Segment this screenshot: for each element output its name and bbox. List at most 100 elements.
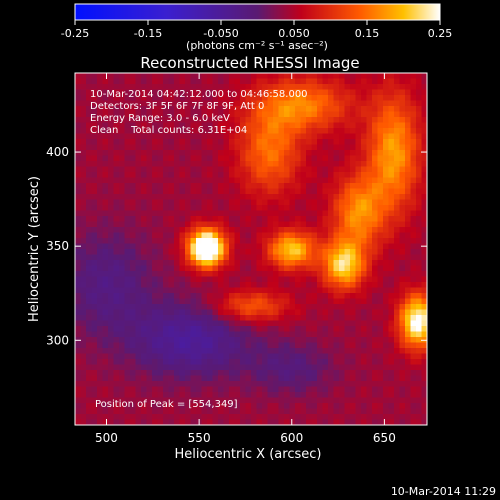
heatmap-cell — [141, 133, 147, 140]
heatmap-cell — [245, 260, 252, 266]
heatmap-cell — [328, 177, 334, 184]
heatmap-cell — [344, 177, 351, 184]
heatmap-cell — [185, 144, 191, 151]
heatmap-cell — [333, 331, 340, 338]
heatmap-cell — [196, 386, 202, 393]
heatmap-cell — [168, 210, 175, 217]
heatmap-cell — [366, 89, 373, 96]
heatmap-cell — [399, 117, 406, 123]
heatmap-cell — [256, 381, 263, 387]
heatmap-cell — [201, 155, 208, 162]
heatmap-cell — [190, 194, 197, 200]
heatmap-cell — [416, 194, 422, 200]
heatmap-cell — [130, 221, 136, 228]
heatmap-cell — [344, 403, 351, 409]
heatmap-cell — [328, 249, 334, 255]
heatmap-cell — [251, 128, 257, 134]
heatmap-cell — [366, 84, 373, 90]
heatmap-cell — [152, 370, 158, 376]
heatmap-cell — [377, 232, 384, 239]
heatmap-cell — [190, 315, 197, 321]
heatmap-cell — [421, 161, 428, 167]
heatmap-cell — [350, 117, 356, 123]
heatmap-cell — [135, 386, 142, 393]
heatmap-cell — [289, 337, 296, 343]
heatmap-cell — [262, 89, 268, 96]
heatmap-cell — [344, 353, 351, 360]
heatmap-cell — [201, 205, 208, 211]
heatmap-cell — [168, 331, 175, 338]
heatmap-cell — [245, 342, 252, 349]
heatmap-cell — [372, 249, 378, 255]
heatmap-cell — [394, 122, 400, 129]
heatmap-cell — [355, 166, 362, 173]
heatmap-cell — [146, 106, 153, 112]
heatmap-cell — [372, 337, 378, 343]
heatmap-cell — [416, 205, 422, 211]
heatmap-cell — [168, 419, 175, 426]
heatmap-cell — [394, 155, 400, 162]
heatmap-cell — [124, 265, 131, 272]
heatmap-cell — [339, 282, 345, 288]
heatmap-cell — [262, 419, 268, 426]
heatmap-cell — [185, 194, 191, 200]
heatmap-cell — [163, 320, 169, 327]
heatmap-cell — [168, 139, 175, 145]
heatmap-cell — [113, 364, 120, 371]
heatmap-cell — [234, 100, 241, 107]
heatmap-cell — [146, 161, 153, 167]
heatmap-cell — [185, 249, 191, 255]
heatmap-cell — [311, 249, 318, 255]
heatmap-cell — [119, 111, 125, 118]
heatmap-cell — [278, 403, 285, 409]
heatmap-cell — [91, 238, 98, 244]
heatmap-cell — [223, 227, 230, 233]
heatmap-cell — [113, 282, 120, 288]
heatmap-cell — [108, 210, 114, 217]
heatmap-cell — [344, 298, 351, 305]
heatmap-cell — [295, 260, 301, 266]
heatmap-cell — [146, 370, 153, 376]
heatmap-cell — [119, 78, 125, 85]
heatmap-cell — [355, 73, 362, 79]
heatmap-cell — [300, 320, 307, 327]
heatmap-cell — [361, 265, 367, 272]
heatmap-cell — [322, 188, 329, 195]
heatmap-cell — [152, 337, 158, 343]
heatmap-cell — [366, 408, 373, 415]
heatmap-cell — [262, 122, 268, 129]
heatmap-cell — [284, 249, 290, 255]
heatmap-cell — [344, 183, 351, 189]
heatmap-cell — [410, 408, 417, 415]
heatmap-cell — [86, 216, 92, 222]
heatmap-cell — [119, 84, 125, 90]
heatmap-cell — [361, 249, 367, 255]
heatmap-cell — [223, 238, 230, 244]
heatmap-cell — [372, 353, 378, 360]
heatmap-cell — [262, 298, 268, 305]
heatmap-cell — [361, 381, 367, 387]
heatmap-cell — [130, 84, 136, 90]
heatmap-cell — [405, 111, 411, 118]
heatmap-cell — [152, 408, 158, 415]
heatmap-cell — [366, 282, 373, 288]
heatmap-cell — [218, 287, 224, 294]
heatmap-cell — [86, 199, 92, 206]
heatmap-cell — [361, 177, 367, 184]
heatmap-cell — [135, 199, 142, 206]
heatmap-cell — [157, 276, 164, 283]
heatmap-cell — [344, 386, 351, 393]
heatmap-cell — [124, 172, 131, 178]
heatmap-cell — [394, 89, 400, 96]
heatmap-cell — [108, 282, 114, 288]
heatmap-cell — [135, 315, 142, 321]
heatmap-cell — [80, 403, 87, 409]
heatmap-cell — [306, 243, 312, 250]
heatmap-cell — [295, 315, 301, 321]
heatmap-cell — [328, 260, 334, 266]
heatmap-cell — [295, 243, 301, 250]
heatmap-cell — [339, 161, 345, 167]
heatmap-cell — [322, 133, 329, 140]
heatmap-cell — [328, 172, 334, 178]
heatmap-cell — [108, 155, 114, 162]
